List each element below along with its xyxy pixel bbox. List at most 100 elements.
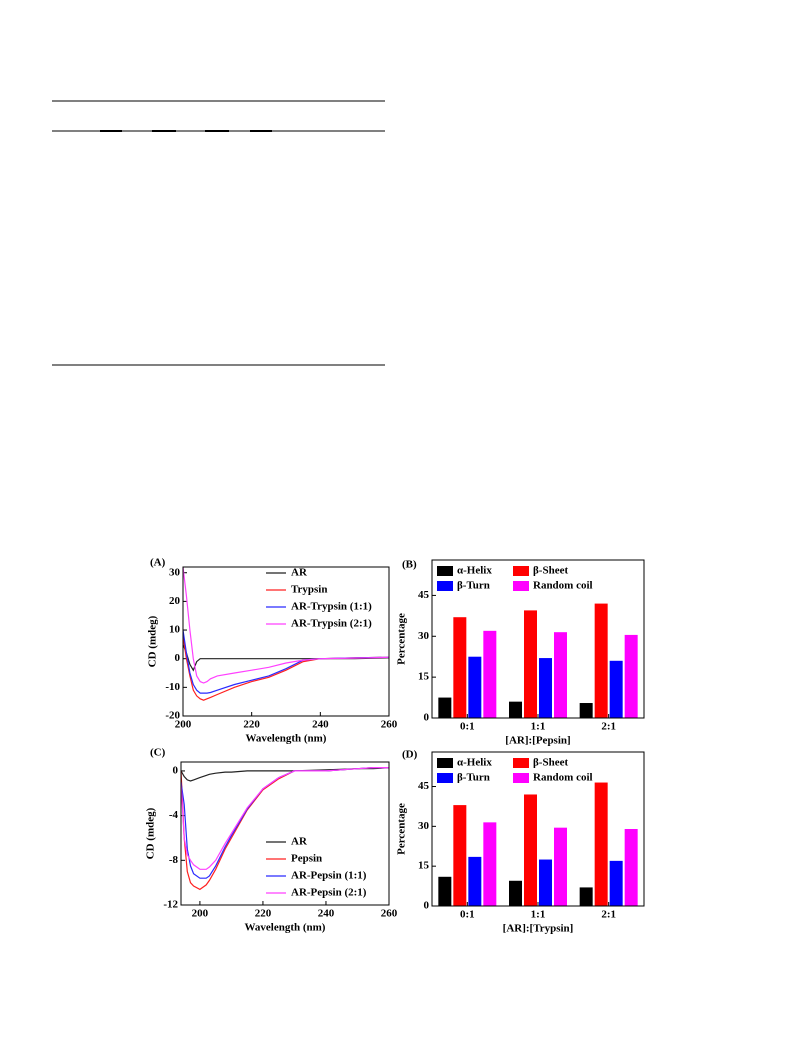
y-tick-label: -8 — [169, 854, 179, 866]
panel-label: (D) — [402, 749, 418, 761]
legend-label: AR — [291, 836, 308, 848]
legend-label: β-Sheet — [533, 757, 568, 769]
bar — [609, 860, 623, 906]
bar — [609, 660, 623, 718]
table-mark — [205, 130, 229, 132]
legend-swatch — [437, 566, 453, 576]
legend-label: AR — [291, 567, 308, 579]
bar — [594, 782, 608, 906]
legend-label: AR-Pepsin (2:1) — [291, 887, 367, 899]
bar — [524, 610, 537, 718]
x-tick-label: 2:1 — [601, 721, 616, 733]
x-axis-label: [AR]:[Trypsin] — [503, 923, 574, 935]
plot-frame — [431, 751, 645, 907]
y-tick-label: 20 — [169, 595, 181, 607]
x-tick-label: 240 — [312, 719, 329, 731]
bar — [483, 822, 497, 906]
bar — [539, 859, 552, 906]
legend-swatch — [437, 773, 453, 783]
legend-swatch — [437, 758, 453, 768]
x-tick-label: 220 — [255, 908, 272, 920]
x-tick-label: 1:1 — [531, 909, 546, 921]
y-axis-label: Percentage — [396, 613, 408, 665]
x-tick-label: 200 — [192, 908, 209, 920]
bar — [524, 794, 537, 906]
series-line — [183, 567, 389, 684]
table-mark — [100, 130, 122, 132]
panel-label: (B) — [402, 559, 417, 571]
legend-label: AR-Trypsin (2:1) — [291, 618, 372, 630]
x-axis-label: Wavelength (nm) — [245, 922, 326, 934]
x-tick-label: 260 — [381, 719, 398, 731]
bar — [624, 829, 638, 906]
bar — [468, 656, 482, 718]
bar — [579, 703, 593, 718]
y-axis-label: Percentage — [396, 803, 408, 855]
table-mark — [250, 130, 272, 132]
table-mark — [152, 130, 176, 132]
x-tick-label: 200 — [175, 719, 192, 731]
legend-label: AR-Trypsin (1:1) — [291, 601, 372, 613]
x-tick-label: 1:1 — [531, 721, 546, 733]
series-line — [183, 644, 389, 672]
y-tick-label: 0 — [175, 652, 181, 664]
series-line — [183, 635, 389, 701]
legend-label: β-Sheet — [533, 565, 568, 577]
series-line — [181, 767, 389, 879]
y-tick-label: 0 — [424, 712, 430, 724]
bar — [509, 880, 522, 906]
y-tick-label: 30 — [418, 820, 430, 832]
bar — [438, 697, 452, 718]
y-tick-label: 30 — [169, 566, 181, 578]
series-line — [181, 767, 389, 782]
y-tick-label: -4 — [169, 809, 179, 821]
legend-label: α-Helix — [457, 565, 492, 577]
x-tick-label: 260 — [381, 908, 398, 920]
bar — [579, 887, 593, 906]
x-tick-label: 220 — [243, 719, 260, 731]
panel-label: (C) — [150, 747, 166, 759]
legend-swatch — [513, 773, 529, 783]
legend-swatch — [513, 566, 529, 576]
legend-label: Pepsin — [291, 853, 322, 865]
bar — [554, 827, 567, 906]
bar — [509, 701, 522, 718]
bar — [539, 658, 552, 718]
y-tick-label: 15 — [418, 671, 430, 683]
legend-label: AR-Pepsin (1:1) — [291, 870, 367, 882]
y-tick-label: -12 — [163, 899, 178, 911]
y-tick-label: 0 — [424, 900, 430, 912]
y-tick-label: 10 — [169, 624, 181, 636]
plot-frame — [180, 761, 390, 906]
x-tick-label: 240 — [318, 908, 335, 920]
bar — [468, 856, 482, 906]
y-tick-label: 30 — [418, 630, 430, 642]
bar — [594, 603, 608, 718]
bar — [453, 805, 467, 906]
x-tick-label: 0:1 — [460, 721, 475, 733]
y-tick-label: -20 — [165, 710, 180, 722]
x-axis-label: [AR]:[Pepsin] — [505, 735, 570, 747]
series-line — [181, 767, 389, 870]
panel-label: (A) — [150, 557, 166, 569]
legend-swatch — [437, 581, 453, 591]
bar — [624, 634, 638, 718]
y-tick-label: -10 — [165, 681, 180, 693]
y-tick-label: 45 — [418, 780, 430, 792]
plot-frame — [182, 566, 390, 717]
y-tick-label: 15 — [418, 860, 430, 872]
legend-swatch — [513, 758, 529, 768]
bar — [483, 630, 497, 718]
y-axis-label: CD (mdeg) — [147, 615, 159, 667]
legend-label: Trypsin — [291, 584, 327, 596]
bar — [554, 632, 567, 718]
x-axis-label: Wavelength (nm) — [246, 733, 327, 745]
legend-label: β-Turn — [457, 580, 490, 592]
y-tick-label: 0 — [173, 764, 179, 776]
legend-label: α-Helix — [457, 757, 492, 769]
legend-swatch — [513, 581, 529, 591]
plot-frame — [431, 559, 645, 719]
x-tick-label: 0:1 — [460, 909, 475, 921]
y-tick-label: 45 — [418, 589, 430, 601]
